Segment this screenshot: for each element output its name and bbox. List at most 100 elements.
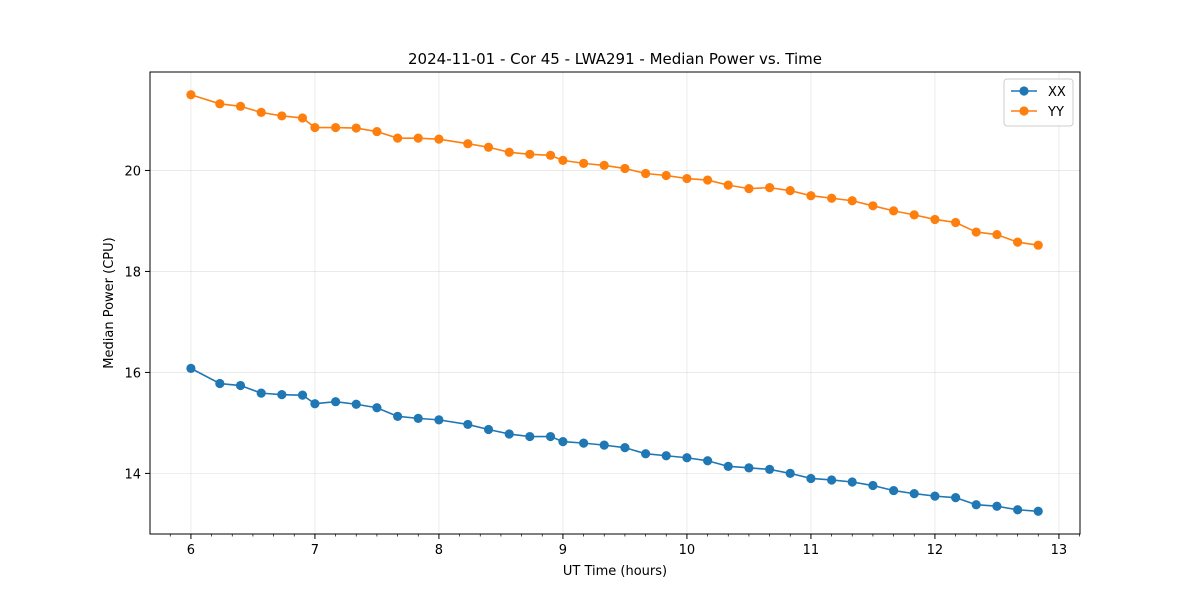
x-tick-label: 7 xyxy=(311,543,319,558)
data-point-xx xyxy=(930,491,940,501)
data-point-xx xyxy=(393,411,403,421)
x-tick-label: 12 xyxy=(927,543,944,558)
data-point-yy xyxy=(277,111,287,121)
data-point-xx xyxy=(579,438,589,448)
data-point-xx xyxy=(806,473,816,484)
data-point-yy xyxy=(599,160,609,171)
axis-ticks: 6 7 8 9 10 11 12 13 14 16 18 20 xyxy=(124,164,1080,558)
data-point-yy xyxy=(971,227,981,237)
y-tick-label: 20 xyxy=(124,164,141,179)
data-point-yy xyxy=(951,217,961,228)
data-point-yy xyxy=(827,193,837,203)
data-point-yy xyxy=(483,142,494,152)
data-point-xx xyxy=(661,451,671,461)
data-point-xx xyxy=(951,493,961,503)
series-yy xyxy=(186,90,1043,250)
data-point-xx xyxy=(723,461,733,471)
data-point-xx xyxy=(868,480,878,491)
data-point-xx xyxy=(992,501,1002,511)
data-point-yy xyxy=(765,183,775,193)
data-point-xx xyxy=(785,468,795,479)
series-layer xyxy=(186,90,1043,516)
data-point-xx xyxy=(620,443,630,453)
data-point-yy xyxy=(186,90,196,100)
chart-title: 2024-11-01 - Cor 45 - LWA291 - Median Po… xyxy=(408,50,822,68)
data-point-yy xyxy=(463,139,473,149)
legend-marker xyxy=(1019,86,1029,96)
x-tick-label: 8 xyxy=(435,543,443,558)
data-point-xx xyxy=(765,464,775,474)
data-point-xx xyxy=(1033,506,1043,516)
data-point-xx xyxy=(413,413,423,423)
data-point-xx xyxy=(525,431,535,442)
data-point-yy xyxy=(744,184,754,194)
data-point-xx xyxy=(434,415,444,425)
data-point-yy xyxy=(525,149,535,159)
data-point-xx xyxy=(682,453,692,463)
data-point-yy xyxy=(889,206,899,216)
data-point-xx xyxy=(889,485,899,496)
data-point-xx xyxy=(186,363,196,373)
data-point-yy xyxy=(413,133,423,143)
data-point-yy xyxy=(351,123,361,133)
y-tick-label: 14 xyxy=(124,467,141,482)
data-point-xx xyxy=(744,463,754,473)
data-point-yy xyxy=(682,173,692,184)
data-point-yy xyxy=(558,155,568,165)
x-tick-label: 9 xyxy=(559,543,567,558)
data-point-xx xyxy=(351,399,361,409)
data-point-xx xyxy=(599,440,609,450)
data-point-yy xyxy=(579,158,589,168)
data-point-xx xyxy=(235,380,246,391)
grid xyxy=(150,72,1080,534)
data-point-xx xyxy=(277,390,287,400)
series-line-xx xyxy=(190,367,1039,513)
x-tick-label: 11 xyxy=(803,543,820,558)
data-point-xx xyxy=(909,489,919,499)
data-point-xx xyxy=(545,431,556,442)
data-point-yy xyxy=(909,210,919,220)
data-point-xx xyxy=(641,449,651,459)
series-xx xyxy=(186,363,1043,516)
y-axis-label: Median Power (CPU) xyxy=(102,237,117,368)
data-point-yy xyxy=(806,191,816,201)
legend-entry-xx: XX xyxy=(1011,85,1066,100)
data-point-yy xyxy=(434,134,444,144)
data-point-xx xyxy=(483,424,494,435)
data-point-yy xyxy=(992,229,1002,240)
data-point-yy xyxy=(661,170,671,181)
y-tick-label: 18 xyxy=(124,265,141,280)
legend-marker xyxy=(1019,106,1029,116)
data-point-xx xyxy=(297,390,308,400)
data-point-xx xyxy=(703,456,713,466)
data-point-yy xyxy=(235,101,246,111)
data-point-yy xyxy=(372,126,382,137)
x-tick-label: 10 xyxy=(679,543,696,558)
data-point-yy xyxy=(868,201,878,211)
data-point-xx xyxy=(504,429,514,439)
data-point-xx xyxy=(827,475,837,485)
data-point-yy xyxy=(545,150,556,160)
data-point-yy xyxy=(847,196,857,206)
data-point-yy xyxy=(393,133,403,143)
data-point-yy xyxy=(297,113,308,123)
legend: XX YY xyxy=(1003,78,1074,127)
data-point-xx xyxy=(372,403,382,413)
data-point-xx xyxy=(463,419,473,430)
data-point-yy xyxy=(1013,237,1023,247)
x-tick-label: 6 xyxy=(187,543,195,558)
series-line-yy xyxy=(190,93,1039,246)
data-point-yy xyxy=(723,180,733,190)
data-point-xx xyxy=(847,477,857,487)
legend-label: XX xyxy=(1048,85,1066,100)
x-tick-label: 13 xyxy=(1051,543,1068,558)
data-point-yy xyxy=(1033,240,1043,250)
plot-frame xyxy=(149,71,1081,535)
data-point-xx xyxy=(1013,505,1023,515)
data-point-yy xyxy=(310,122,320,133)
legend-entry-yy: YY xyxy=(1011,105,1064,120)
data-point-yy xyxy=(620,163,630,174)
data-point-yy xyxy=(331,122,341,133)
y-tick-label: 16 xyxy=(124,366,141,381)
